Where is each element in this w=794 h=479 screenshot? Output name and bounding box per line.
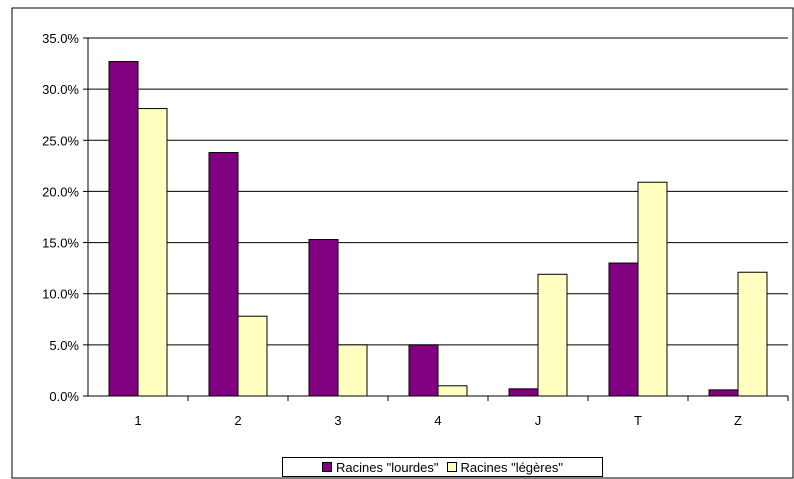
chart-border bbox=[11, 7, 794, 479]
y-tick-label: 0.0% bbox=[49, 389, 79, 404]
x-tick-label: 4 bbox=[434, 413, 441, 428]
bar-legeres bbox=[737, 271, 768, 397]
bar-lourdes bbox=[108, 61, 139, 397]
legend-label-lourdes: Racines "lourdes" bbox=[336, 459, 439, 475]
legend-swatch-lourdes bbox=[322, 462, 333, 472]
y-tick-label: 10.0% bbox=[42, 287, 79, 302]
y-tick-label: 5.0% bbox=[49, 338, 79, 353]
bar-lourdes bbox=[408, 344, 439, 397]
bar-lourdes bbox=[708, 389, 739, 397]
bar-legeres bbox=[637, 181, 668, 397]
x-tick-label: 3 bbox=[334, 413, 341, 428]
bar-legeres bbox=[537, 273, 568, 397]
y-tick-label: 20.0% bbox=[42, 184, 79, 199]
x-tick-label: J bbox=[535, 413, 542, 428]
bar-lourdes bbox=[208, 152, 239, 397]
y-tick-label: 15.0% bbox=[42, 236, 79, 251]
bar-lourdes bbox=[508, 388, 539, 397]
legend-item-lourdes: Racines "lourdes" bbox=[322, 459, 439, 475]
y-tick-label: 35.0% bbox=[42, 31, 79, 46]
legend-swatch-legeres bbox=[446, 462, 457, 472]
bar-lourdes bbox=[308, 239, 339, 397]
x-tick-label: 1 bbox=[134, 413, 141, 428]
y-tick-label: 25.0% bbox=[42, 133, 79, 148]
bar-legeres bbox=[437, 385, 468, 397]
x-tick-label: Z bbox=[734, 413, 742, 428]
bar-legeres bbox=[237, 315, 268, 397]
bar-legeres bbox=[137, 108, 168, 397]
bar-legeres bbox=[337, 344, 368, 397]
x-tick-label: 2 bbox=[234, 413, 241, 428]
y-tick-label: 30.0% bbox=[42, 82, 79, 97]
bar-lourdes bbox=[608, 262, 639, 397]
legend-label-legeres: Racines "légères" bbox=[460, 459, 563, 475]
x-tick-label: T bbox=[634, 413, 642, 428]
legend-item-legeres: Racines "légères" bbox=[446, 459, 563, 475]
legend: Racines "lourdes" Racines "légères" bbox=[282, 457, 603, 477]
